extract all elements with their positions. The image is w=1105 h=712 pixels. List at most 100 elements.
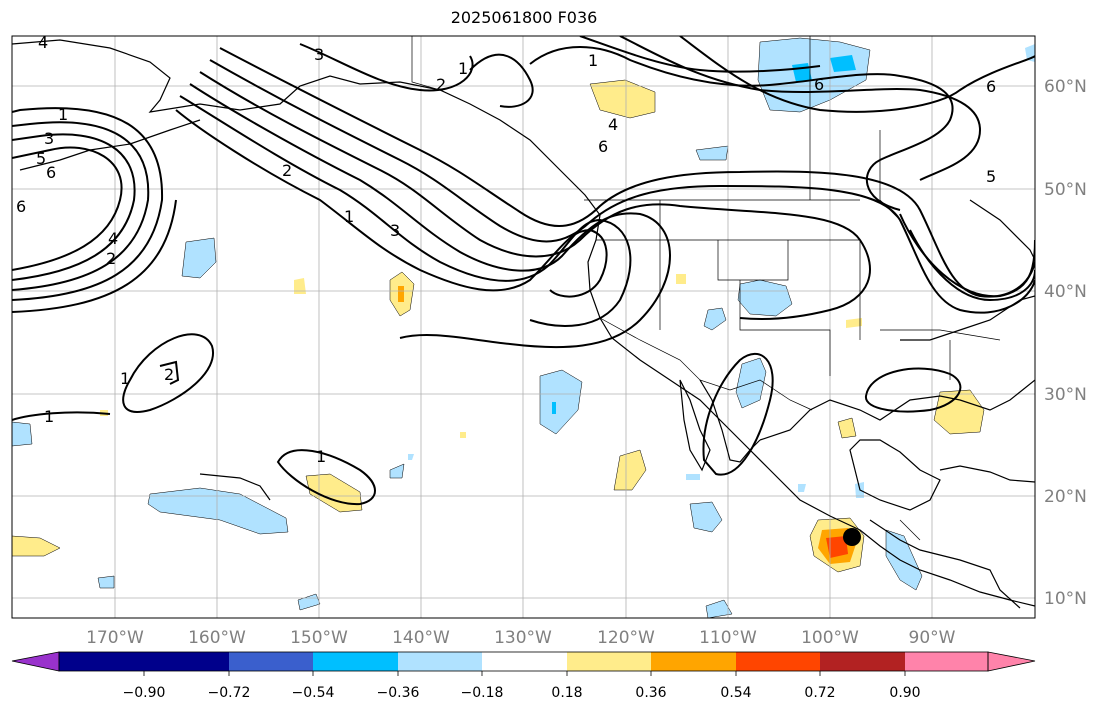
colorbar-segment (736, 652, 820, 671)
positive-anomaly-region (613, 449, 647, 491)
contour-label: 1 (588, 51, 598, 70)
map-frame (11, 35, 1036, 619)
contour-label: 4 (38, 33, 48, 52)
colorbar-segment (59, 652, 144, 671)
contour-label: 5 (986, 167, 996, 186)
lat-label: 40°N (1044, 282, 1087, 302)
positive-anomaly-region (12, 535, 61, 557)
negative-anomaly-region (97, 575, 115, 589)
colorbar-tick-label: −0.72 (208, 685, 251, 701)
contour-label: 3 (44, 129, 54, 148)
contour-label: 4 (108, 229, 118, 248)
positive-anomaly-region (589, 79, 656, 119)
negative-anomaly-region (408, 454, 414, 460)
negative-anomaly-region (695, 145, 729, 161)
colorbar-tick-label: 0.18 (551, 685, 582, 701)
contour-label: 1 (44, 407, 54, 426)
contour-label: 6 (46, 163, 56, 182)
negative-anomaly-region (705, 599, 733, 618)
contour-label: 2 (164, 365, 174, 384)
lon-label: 150°W (290, 628, 348, 648)
negative-anomaly-core (552, 402, 556, 414)
map-title: 2025061800 F036 (450, 8, 598, 27)
contour-label: 2 (106, 249, 116, 268)
negative-anomaly-region (147, 487, 289, 535)
lon-label: 140°W (392, 628, 450, 648)
colorbar-tick-label: −0.36 (377, 685, 420, 701)
lon-label: 160°W (188, 628, 246, 648)
colorbar-frame (58, 651, 989, 672)
colorbar-tick-label: 0.36 (635, 685, 666, 701)
contour-label: 2 (436, 75, 446, 94)
contour-label: 1 (458, 59, 468, 78)
colorbar-tick-label: 0.90 (889, 685, 920, 701)
anomaly-shading (12, 37, 1035, 618)
colorbar: −0.90 −0.72 −0.54 −0.36 −0.18 0.18 0.36 … (11, 651, 1036, 701)
gridlines (12, 36, 1035, 618)
lat-label: 60°N (1044, 77, 1087, 97)
colorbar-tick-label: −0.18 (461, 685, 504, 701)
colorbar-segment (651, 652, 736, 671)
contour-label: 1 (344, 207, 354, 226)
positive-anomaly-core (826, 536, 848, 558)
negative-anomaly-region (703, 307, 727, 331)
negative-anomaly-region (389, 463, 405, 479)
colorbar-segment (313, 652, 398, 671)
lat-label: 30°N (1044, 385, 1087, 405)
colorbar-segment (820, 652, 905, 671)
colorbar-segment (905, 652, 988, 671)
colorbar-segment (482, 652, 567, 671)
contour-label: 1 (120, 369, 130, 388)
negative-anomaly-region (12, 421, 33, 447)
map-plot-area (12, 36, 1035, 618)
negative-anomaly-region (686, 474, 700, 480)
negative-anomaly-region (798, 484, 806, 492)
lon-label: 120°W (597, 628, 655, 648)
colorbar-segment (229, 652, 313, 671)
colorbar-segment (398, 652, 482, 671)
latitude-labels: 60°N 50°N 40°N 30°N 20°N 10°N (1044, 77, 1087, 609)
contour-lines (12, 36, 1035, 506)
lon-label: 130°W (494, 628, 552, 648)
lon-label: 100°W (801, 628, 859, 648)
contour-label-group: 4 3 1 2 1 3 5 6 6 4 2 1 2 3 4 6 6 5 6 1 … (16, 33, 996, 466)
contour-label: 3 (390, 221, 400, 240)
colorbar-tick-label: −0.90 (123, 685, 166, 701)
negative-anomaly-region (539, 369, 583, 435)
positive-anomaly-region (676, 274, 686, 284)
lon-label: 170°W (86, 628, 144, 648)
negative-anomaly-region (689, 501, 723, 533)
negative-anomaly-region (181, 237, 217, 279)
lat-label: 20°N (1044, 487, 1087, 507)
positive-anomaly-region (460, 432, 466, 438)
lon-label: 90°W (909, 628, 956, 648)
positive-anomaly-region (294, 278, 306, 294)
contour-label: 1 (316, 447, 326, 466)
colorbar-tick-label: 0.72 (804, 685, 835, 701)
colorbar-tick-label: −0.54 (292, 685, 335, 701)
longitude-labels: 170°W 160°W 150°W 140°W 130°W 120°W 110°… (86, 628, 956, 648)
positive-anomaly-region (846, 318, 862, 328)
positive-anomaly-region (837, 417, 857, 439)
lat-label: 10°N (1044, 589, 1087, 609)
contour-label: 5 (36, 149, 46, 168)
colorbar-tick-marks (143, 671, 906, 676)
positive-anomaly-core (398, 286, 404, 302)
contour-label: 1 (58, 105, 68, 124)
positive-anomaly-region (305, 473, 363, 513)
colorbar-segment (567, 652, 651, 671)
contour-label: 2 (282, 161, 292, 180)
negative-anomaly-region (885, 529, 923, 591)
positive-anomaly-region (933, 389, 985, 435)
contour-label: 6 (16, 197, 26, 216)
contour-label: 4 (608, 115, 618, 134)
lon-label: 110°W (699, 628, 757, 648)
colorbar-tick-label: 0.54 (720, 685, 751, 701)
contour-label: 6 (986, 77, 996, 96)
lat-label: 50°N (1044, 180, 1087, 200)
colorbar-min-extension (11, 651, 60, 672)
colorbar-max-extension (987, 651, 1036, 672)
storm-center-marker (843, 528, 861, 546)
contour-label: 3 (314, 45, 324, 64)
